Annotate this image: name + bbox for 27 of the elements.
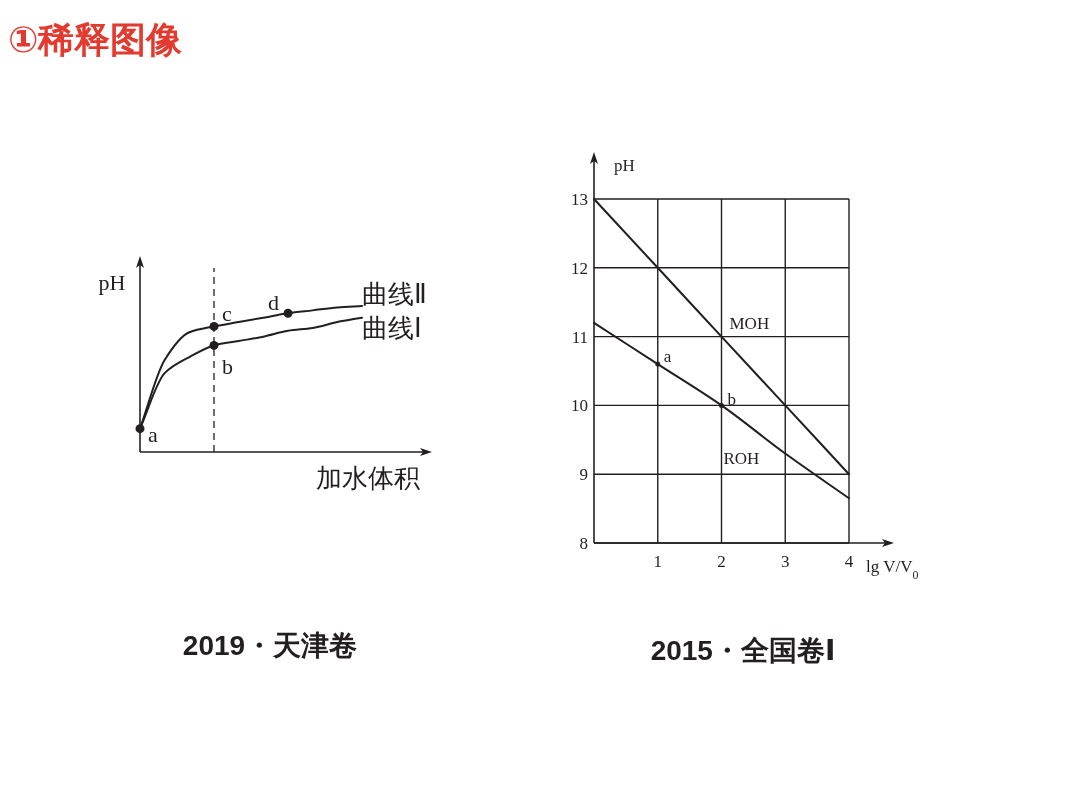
y-axis-title: pH (614, 155, 635, 175)
annotation: a (663, 347, 672, 367)
series-label: ROH (723, 449, 760, 469)
x-tick-label: 3 (781, 552, 790, 571)
chart-title: ①稀释图像 (8, 19, 183, 60)
x-tick-label: 4 (844, 552, 854, 571)
text: 2015・全国卷Ⅰ (650, 635, 836, 666)
annotation: a (148, 421, 158, 447)
x-tick-label: 1 (653, 552, 662, 571)
text: 2019・天津卷 (182, 630, 358, 661)
x-axis-title: 加水体积 (316, 463, 420, 493)
y-axis-title: pH (98, 270, 126, 296)
x-tick-label: 2 (717, 552, 726, 571)
annotation: d (268, 290, 279, 316)
series-label: MOH (729, 313, 770, 333)
y-tick-label: 9 (579, 465, 588, 485)
y-tick-label: 8 (579, 534, 588, 553)
series-label: 曲线Ⅱ (362, 278, 427, 309)
y-tick-label: 10 (571, 396, 588, 416)
y-tick-label: 13 (571, 190, 588, 209)
annotation: b (222, 354, 233, 380)
x-axis-title: lg V/V$_{0}$ (866, 557, 919, 582)
annotation: b (727, 390, 736, 410)
y-tick-label: 12 (571, 258, 588, 278)
series-label: 曲线Ⅰ (362, 312, 422, 343)
annotation: c (222, 301, 232, 327)
y-tick-label: 11 (571, 327, 588, 347)
